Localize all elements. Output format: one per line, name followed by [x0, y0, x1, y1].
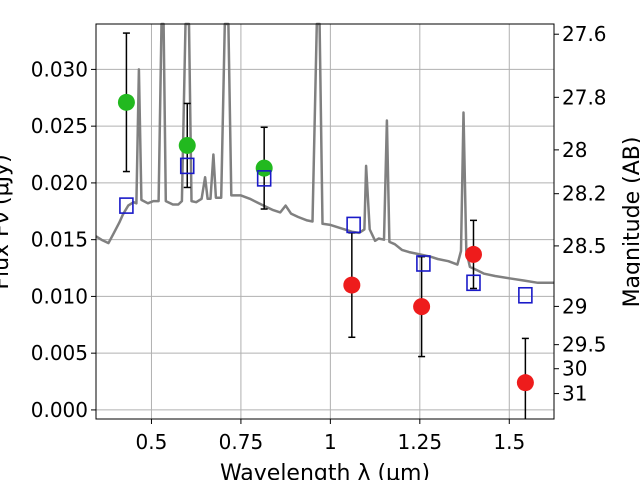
data-point-circle — [117, 93, 135, 111]
y-tick-label: 0.020 — [31, 171, 88, 195]
y2-tick-label: 28 — [562, 138, 587, 162]
data-point-circle — [464, 245, 482, 263]
data-markers — [117, 93, 534, 392]
x-axis-label: Wavelength λ (μm) — [220, 461, 430, 480]
y-tick-label: 0.030 — [31, 57, 88, 81]
x-tick-label: 1.5 — [493, 430, 525, 454]
x-axis-ticks: 0.5 0.75 1 1.25 1.5 — [136, 419, 525, 454]
spectrum-layer — [95, 22, 554, 285]
data-point-square — [179, 157, 195, 175]
data-point-square — [518, 286, 533, 304]
spectrum-line — [95, 22, 554, 285]
y-tick-label: 0.025 — [31, 114, 88, 138]
y-tick-label: 0.000 — [31, 398, 88, 422]
data-point-square — [416, 255, 431, 272]
data-point-square — [346, 216, 361, 234]
plot-frame — [95, 23, 555, 420]
y2-tick-label: 27.6 — [562, 22, 607, 46]
y-axis-ticks: 0.000 0.005 0.010 0.015 0.020 0.025 0.030 — [31, 57, 96, 422]
data-point-square — [119, 197, 134, 214]
y2-tick-label: 30 — [562, 357, 587, 381]
data-point-circle — [343, 276, 361, 294]
y2-tick-label: 29.5 — [562, 333, 607, 357]
y-tick-label: 0.015 — [31, 228, 88, 252]
data-point-square — [256, 170, 272, 187]
y2-tick-label: 29 — [562, 294, 587, 318]
y2-tick-label: 28.2 — [562, 182, 607, 206]
data-point-square — [466, 274, 481, 292]
data-point-circle — [255, 159, 273, 177]
data-point-circle — [413, 298, 431, 316]
x-tick-label: 1.25 — [398, 430, 443, 454]
y-tick-label: 0.010 — [31, 284, 88, 308]
data-point-circle — [516, 374, 534, 392]
y2-axis-label: Magnitude (AB) — [620, 137, 640, 308]
x-tick-label: 1 — [324, 430, 337, 454]
y-tick-label: 0.005 — [31, 341, 88, 365]
x-tick-label: 0.75 — [219, 430, 264, 454]
y2-tick-label: 27.8 — [562, 85, 607, 109]
y2-tick-label: 28.5 — [562, 234, 607, 258]
x-tick-label: 0.5 — [136, 430, 168, 454]
y2-tick-label: 31 — [562, 382, 587, 406]
data-point-circle — [178, 136, 196, 154]
grid-lines — [96, 24, 554, 419]
y-axis-label: Flux Fν (μJy) — [0, 154, 14, 289]
